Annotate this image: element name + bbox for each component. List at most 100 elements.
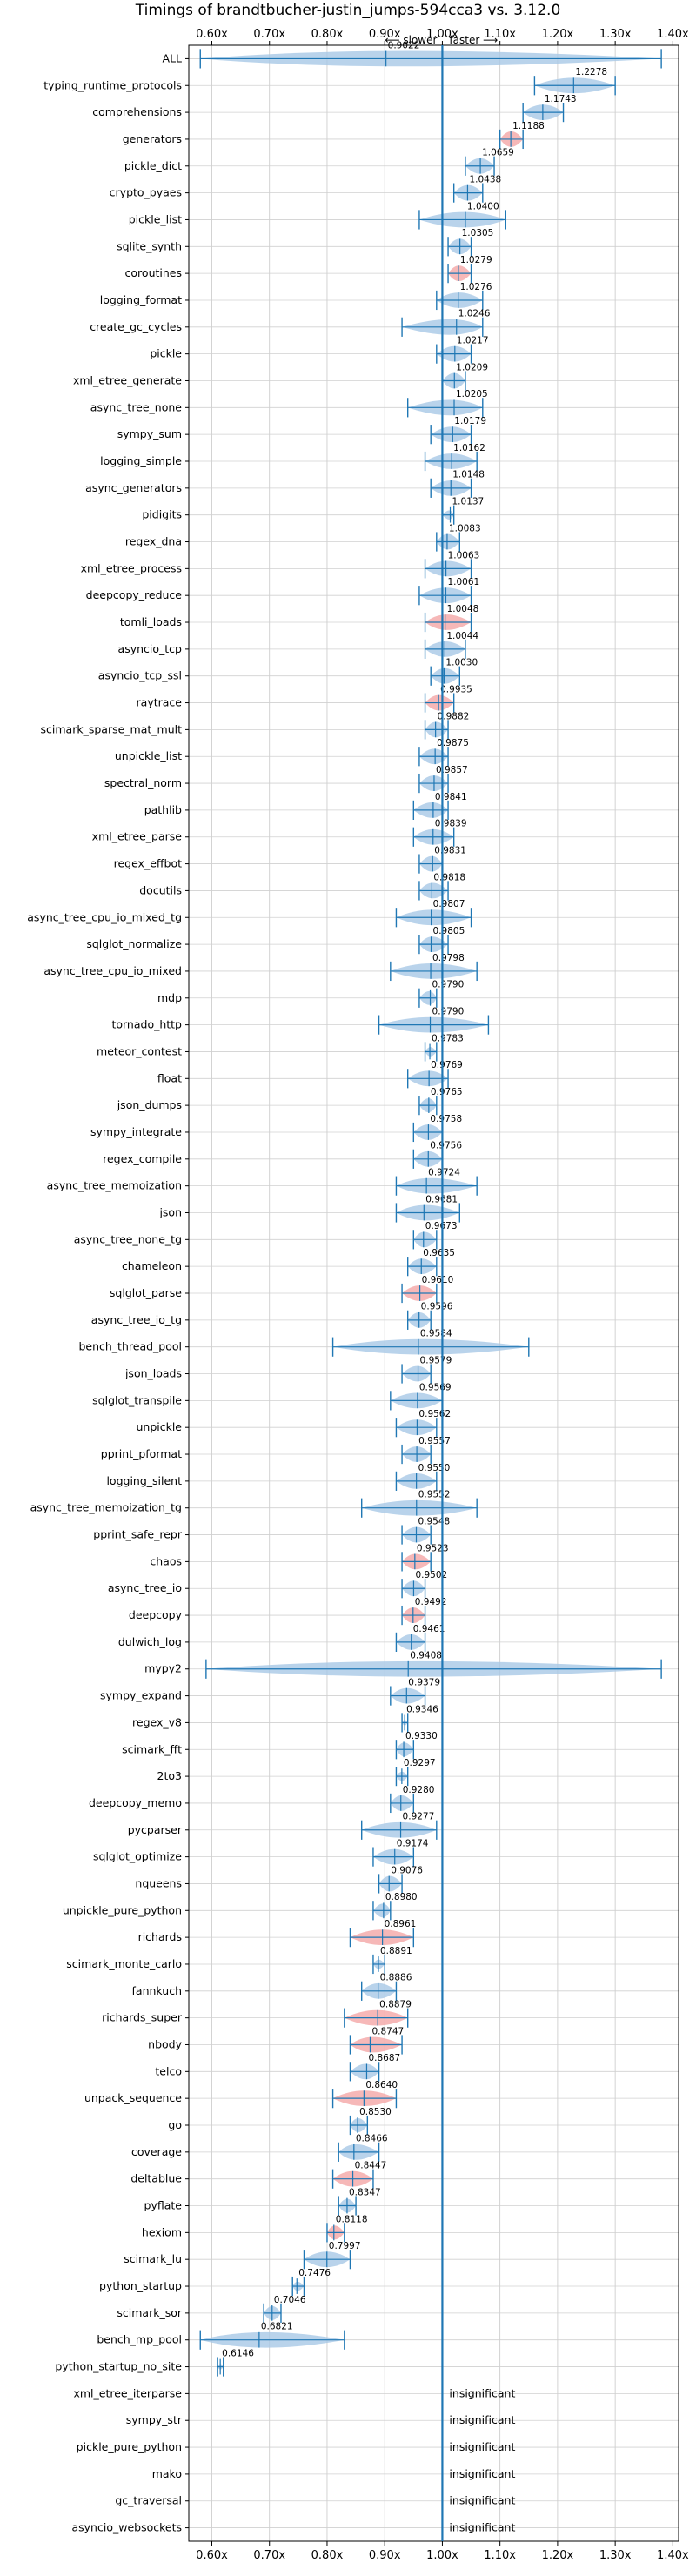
value-label: 0.9875: [437, 738, 469, 748]
y-tick-label: sqlite_synth: [117, 239, 182, 252]
value-label: 1.0659: [482, 148, 514, 158]
y-tick-label: async_generators: [85, 481, 182, 494]
y-tick-label: ALL: [163, 51, 183, 64]
value-label: 0.9280: [403, 1785, 435, 1795]
value-label: 0.7997: [329, 2241, 361, 2251]
value-label: 1.1743: [545, 94, 577, 104]
insignificant-label: insignificant: [449, 2494, 515, 2507]
value-label: 0.9548: [418, 1516, 450, 1526]
x-tick-label-bottom: 0.90x: [369, 2549, 401, 2562]
value-label: 0.9857: [436, 765, 468, 775]
value-label: 1.0438: [469, 175, 501, 185]
x-tick-label-bottom: 1.20x: [542, 2549, 574, 2562]
x-tick-label-bottom: 1.10x: [484, 2549, 516, 2562]
x-tick-label-top: 0.70x: [253, 28, 285, 41]
y-tick-label: async_tree_none: [90, 400, 183, 413]
y-tick-label: regex_effbot: [114, 857, 182, 870]
y-tick-label: sympy_integrate: [90, 1125, 182, 1138]
y-tick-label: sqlglot_normalize: [86, 937, 182, 950]
value-label: 1.0276: [460, 282, 492, 292]
value-label: 1.0205: [456, 389, 488, 399]
x-tick-label-top: 0.90x: [369, 28, 401, 41]
value-label: 0.9882: [438, 711, 470, 721]
value-label: 1.0063: [448, 550, 480, 560]
value-label: 0.9596: [421, 1302, 453, 1312]
value-label: 1.0137: [452, 497, 485, 507]
value-label: 1.0279: [460, 255, 492, 265]
value-label: 0.9610: [422, 1275, 454, 1285]
value-label: 0.8891: [380, 1946, 412, 1956]
y-tick-label: asyncio_tcp_ssl: [98, 669, 182, 682]
y-tick-label: fannkuch: [132, 1984, 182, 1997]
y-tick-label: scimark_lu: [124, 2252, 182, 2265]
value-label: 0.9783: [432, 1033, 464, 1043]
x-tick-label-bottom: 1.00x: [426, 2549, 458, 2562]
y-tick-label: async_tree_memoization_tg: [30, 1501, 182, 1514]
value-label: 0.9174: [397, 1839, 429, 1849]
y-tick-label: richards: [138, 1930, 182, 1943]
chart-title: Timings of brandtbucher-justin_jumps-594…: [135, 2, 561, 19]
y-tick-label: pprint_safe_repr: [93, 1528, 183, 1541]
y-tick-label: sqlglot_parse: [110, 1286, 182, 1299]
value-label: 0.9562: [418, 1409, 451, 1419]
y-tick-label: async_tree_cpu_io_mixed: [44, 964, 182, 977]
y-tick-label: unpickle_pure_python: [63, 1903, 182, 1916]
value-label: 0.9790: [432, 980, 465, 990]
value-label: 0.9330: [405, 1731, 438, 1741]
y-tick-label: comprehensions: [92, 105, 182, 118]
y-tick-label: mdp: [157, 991, 182, 1004]
value-label: 0.9579: [420, 1355, 452, 1365]
value-label: 0.8886: [380, 1973, 412, 1983]
y-tick-label: chameleon: [122, 1259, 182, 1272]
y-tick-label: pathlib: [144, 803, 182, 816]
value-label: 1.2278: [575, 67, 607, 77]
value-label: 0.9550: [418, 1463, 451, 1473]
insignificant-label: insignificant: [449, 2521, 515, 2534]
x-tick-label-top: 0.60x: [196, 28, 228, 41]
value-label: 1.0061: [447, 577, 479, 587]
x-tick-label-top: 1.10x: [484, 28, 516, 41]
value-label: 0.9935: [440, 684, 472, 694]
value-label: 0.9584: [420, 1329, 452, 1339]
value-label: 0.9635: [423, 1248, 455, 1258]
y-tick-label: nqueens: [135, 1876, 182, 1889]
y-tick-label: python_startup_no_site: [55, 2360, 182, 2373]
value-label: 0.7476: [298, 2268, 331, 2278]
value-label: 1.0217: [457, 336, 489, 346]
y-tick-label: async_tree_io: [108, 1581, 182, 1594]
value-label: 0.9379: [408, 1677, 440, 1687]
y-tick-label: pickle: [150, 347, 182, 360]
annotation-faster: faster ⟶: [449, 34, 498, 46]
value-label: 0.9724: [428, 1168, 460, 1178]
y-tick-label: mako: [152, 2467, 182, 2480]
value-label: 0.9756: [430, 1141, 462, 1151]
value-label: 0.9805: [433, 926, 465, 936]
value-label: 1.0246: [458, 309, 491, 319]
value-label: 0.9076: [391, 1865, 423, 1875]
y-tick-label: spectral_norm: [104, 776, 182, 789]
value-label: 0.9502: [415, 1570, 447, 1580]
y-tick-label: logging_simple: [100, 454, 182, 467]
value-label: 0.9673: [425, 1221, 458, 1231]
y-tick-label: sympy_expand: [100, 1689, 182, 1702]
y-tick-label: tomli_loads: [120, 615, 182, 628]
y-tick-label: sympy_str: [126, 2413, 183, 2426]
value-label: 0.8466: [356, 2134, 388, 2144]
y-tick-label: scimark_sparse_mat_mult: [41, 722, 183, 735]
value-label: 0.9798: [432, 953, 465, 963]
insignificant-label: insignificant: [449, 2467, 515, 2480]
y-tick-label: regex_dna: [125, 535, 182, 548]
value-label: 0.9758: [430, 1114, 462, 1124]
value-label: 0.9765: [431, 1087, 463, 1097]
y-tick-label: typing_runtime_protocols: [44, 78, 182, 91]
value-label: 0.8879: [379, 2000, 412, 2010]
y-tick-label: hexiom: [142, 2225, 182, 2238]
value-label: 0.8980: [385, 1892, 418, 1902]
value-label: 0.9569: [419, 1382, 452, 1392]
value-label: 0.9831: [434, 845, 466, 855]
annotation-slower: ⟵ slower: [385, 34, 437, 46]
y-tick-label: pickle_list: [129, 212, 182, 225]
value-label: 0.8687: [368, 2053, 400, 2063]
